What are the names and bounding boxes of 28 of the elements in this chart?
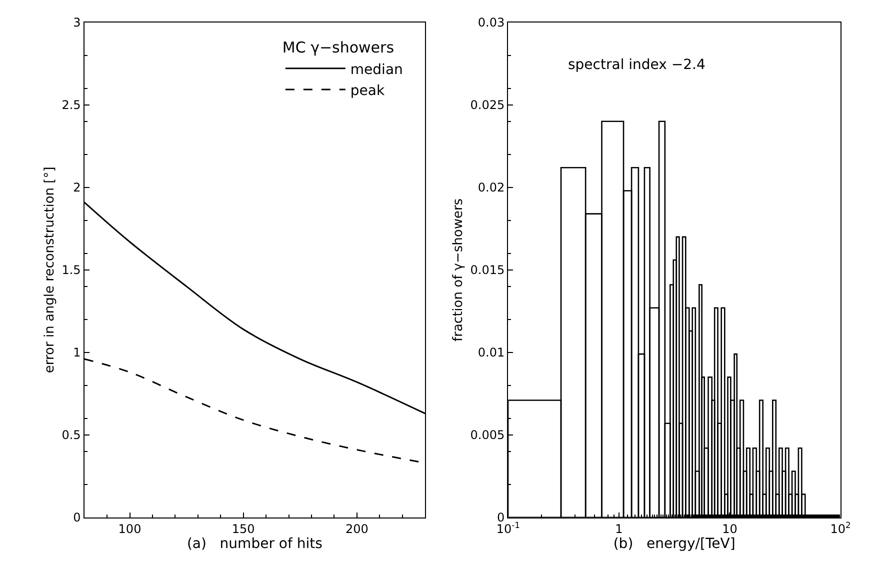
y-tick-label: 0.025 — [470, 98, 505, 112]
y-tick-label: 1.5 — [62, 263, 81, 278]
y-tick-label: 0.005 — [470, 428, 505, 442]
x-tick-label: 150 — [232, 522, 255, 536]
y-tick-label: 0 — [73, 510, 81, 525]
x-axis-title: (a) number of hits — [186, 536, 322, 552]
legend-label: peak — [350, 82, 386, 99]
x-axis-title: (b) energy/[TeV] — [613, 536, 736, 552]
y-tick-label: 1 — [73, 346, 81, 360]
y-axis-title: error in angle reconstruction [°] — [42, 166, 58, 374]
x-tick-label: 10$^{2}$ — [830, 520, 851, 536]
y-axis-title: fraction of γ−showers — [451, 198, 466, 342]
annotation: spectral index −2.4 — [568, 57, 706, 73]
x-tick-label: 200 — [345, 522, 368, 536]
y-tick-label: 2 — [73, 180, 81, 195]
legend-title: MC γ−showers — [282, 38, 394, 57]
y-tick-label: 0.015 — [470, 263, 505, 278]
x-tick-label: 100 — [118, 522, 142, 536]
y-tick-label: 0.5 — [62, 428, 81, 442]
y-tick-label: 0 — [496, 510, 505, 525]
y-tick-label: 2.5 — [62, 98, 81, 112]
y-tick-label: 3 — [73, 16, 81, 30]
x-tick-label: 10 — [722, 522, 738, 536]
y-tick-label: 0.03 — [478, 16, 505, 30]
legend-label: median — [350, 62, 403, 78]
x-tick-label: 1 — [615, 522, 623, 536]
y-tick-label: 0.01 — [478, 346, 505, 360]
y-tick-label: 0.02 — [478, 180, 505, 195]
